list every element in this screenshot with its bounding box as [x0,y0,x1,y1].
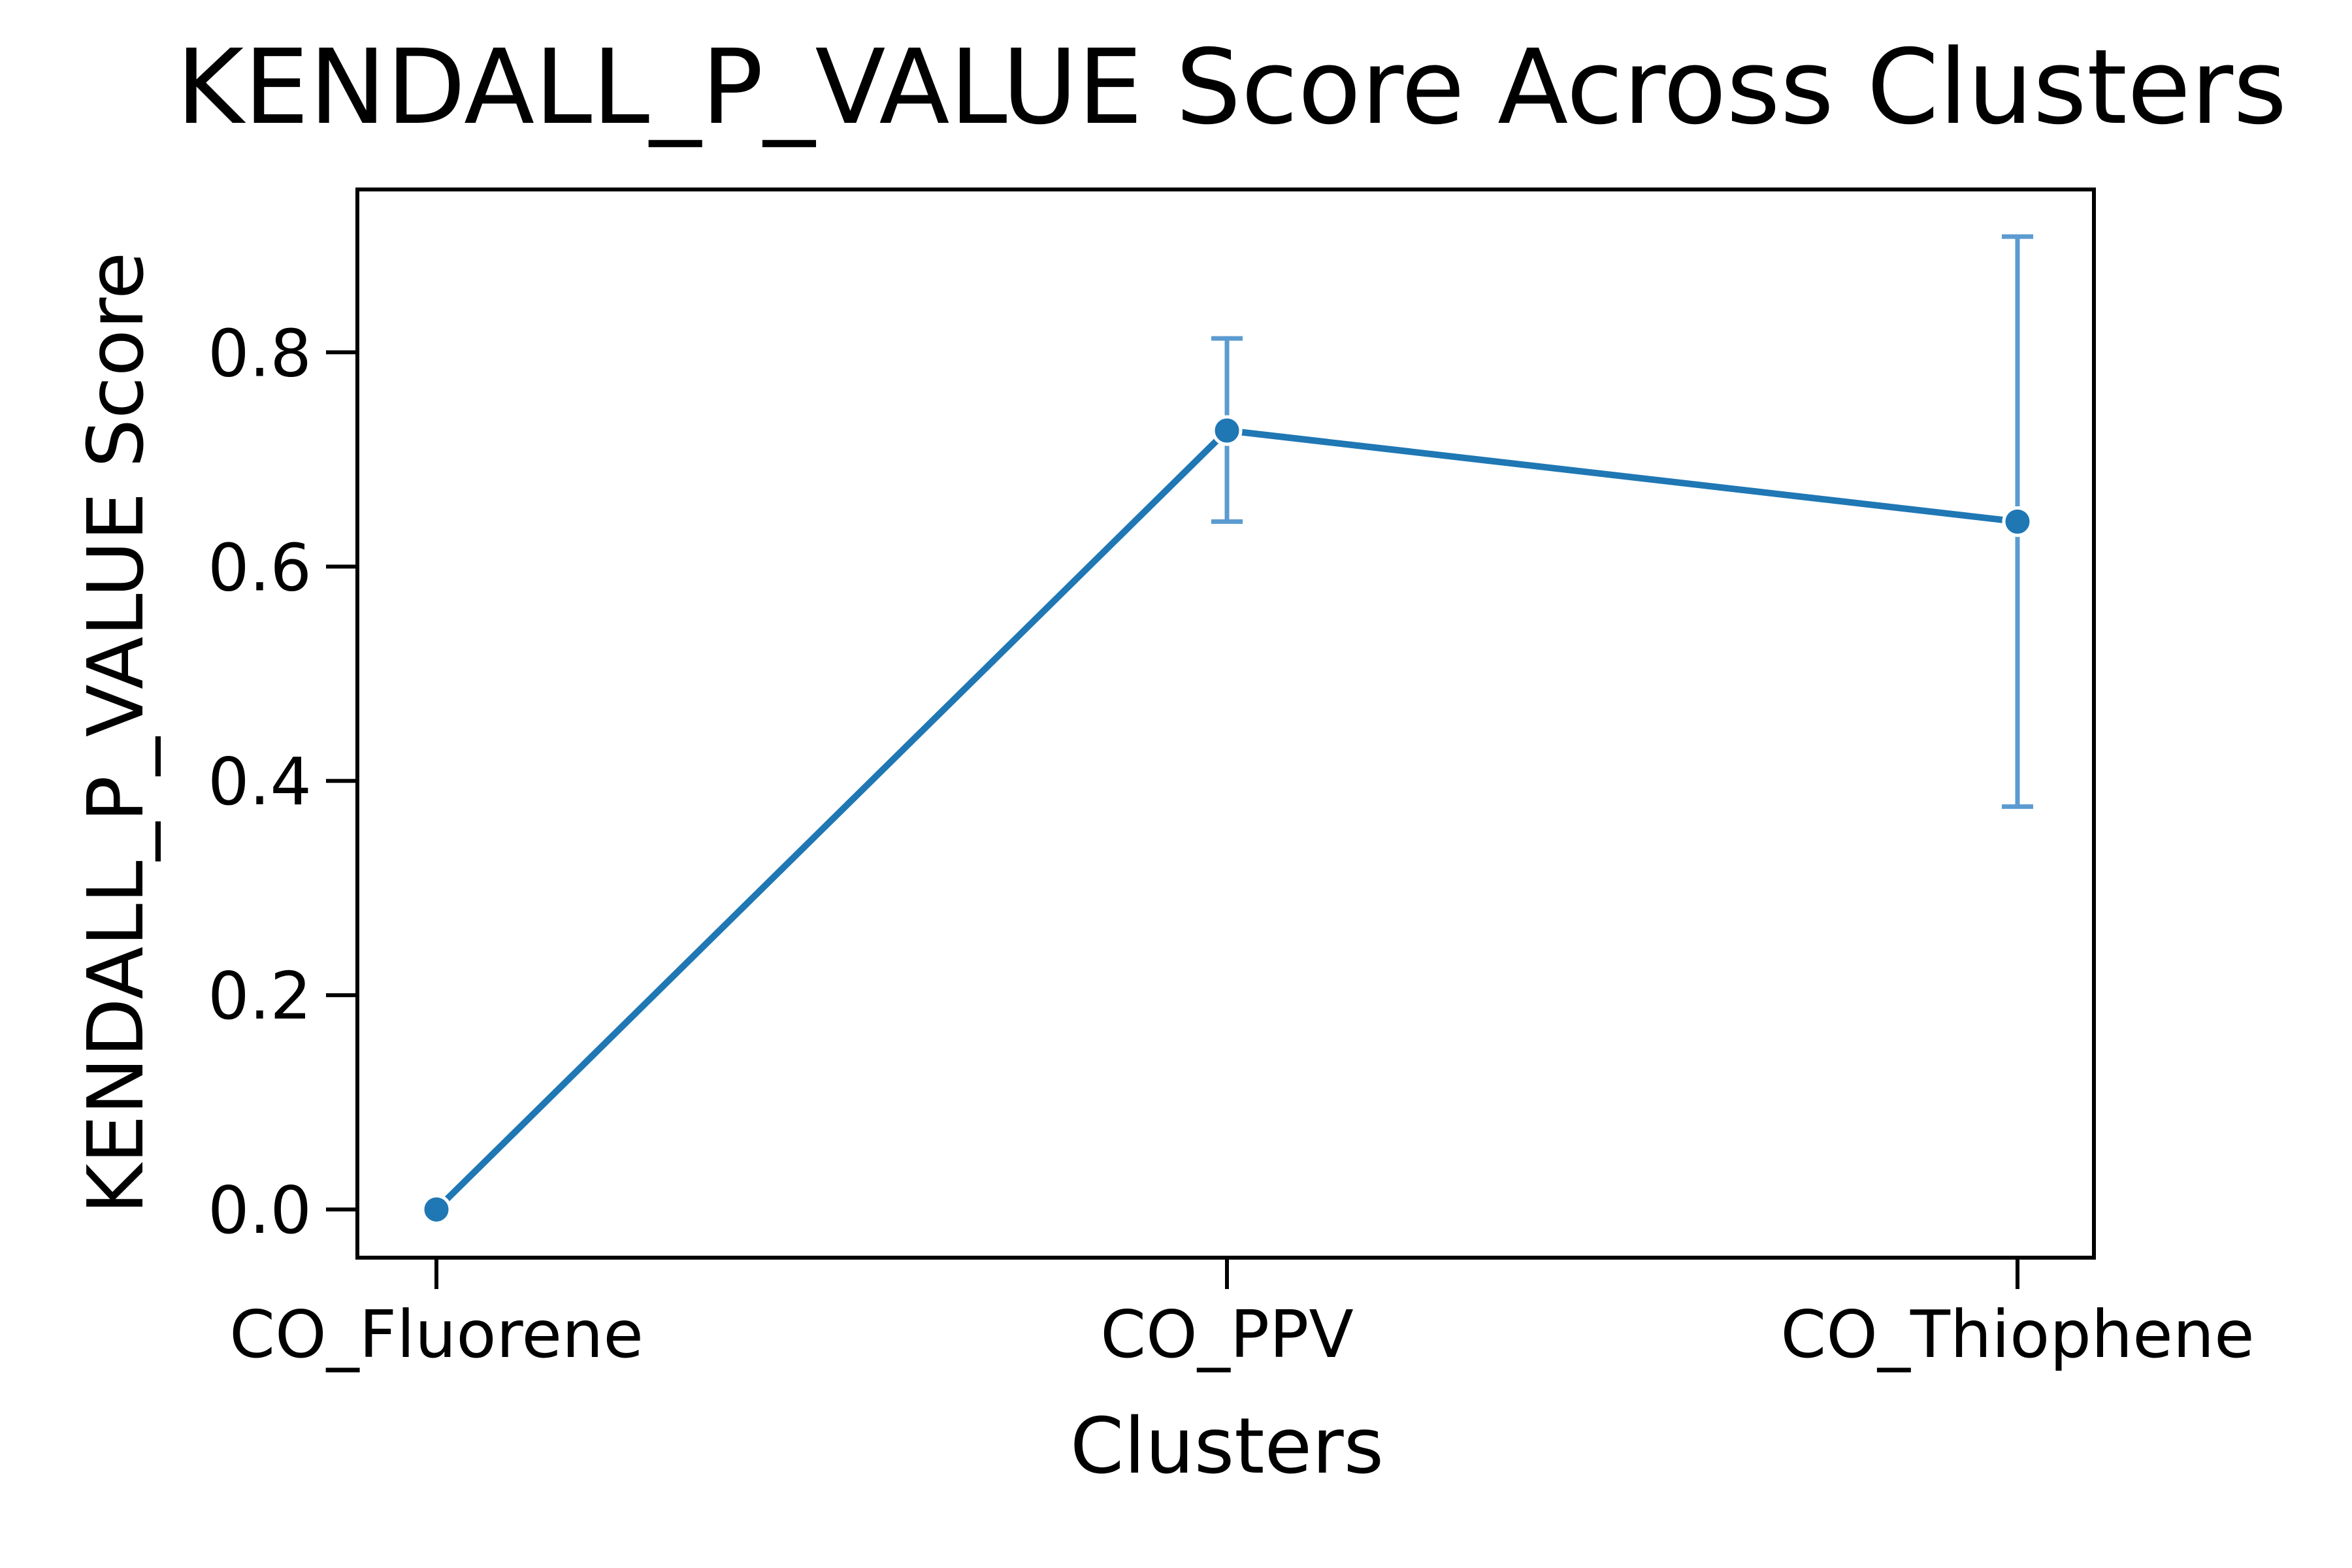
y-tick-label: 0.2 [208,958,312,1034]
data-point [1211,415,1243,446]
plot-area [421,234,2033,1225]
x-tick-label: CO_Fluorene [229,1296,644,1373]
data-point [421,1194,452,1225]
x-tick-label: CO_Thiophene [1780,1296,2254,1373]
chart-title: KENDALL_P_VALUE Score Across Clusters [176,27,2287,148]
y-axis-label: KENDALL_P_VALUE Score [71,252,161,1214]
x-tick-label: CO_PPV [1100,1296,1354,1373]
y-tick-label: 0.0 [208,1172,312,1249]
x-axis-label: Clusters [1070,1401,1384,1491]
y-tick-label: 0.6 [208,529,312,606]
data-point [2002,506,2033,537]
x-axis: CO_Fluorene CO_PPV CO_Thiophene [229,1258,2255,1373]
series-line [434,427,2018,1212]
y-tick-label: 0.4 [208,743,312,820]
y-tick-label: 0.8 [208,315,312,391]
y-axis: 0.0 0.2 0.4 0.6 0.8 [208,315,357,1249]
